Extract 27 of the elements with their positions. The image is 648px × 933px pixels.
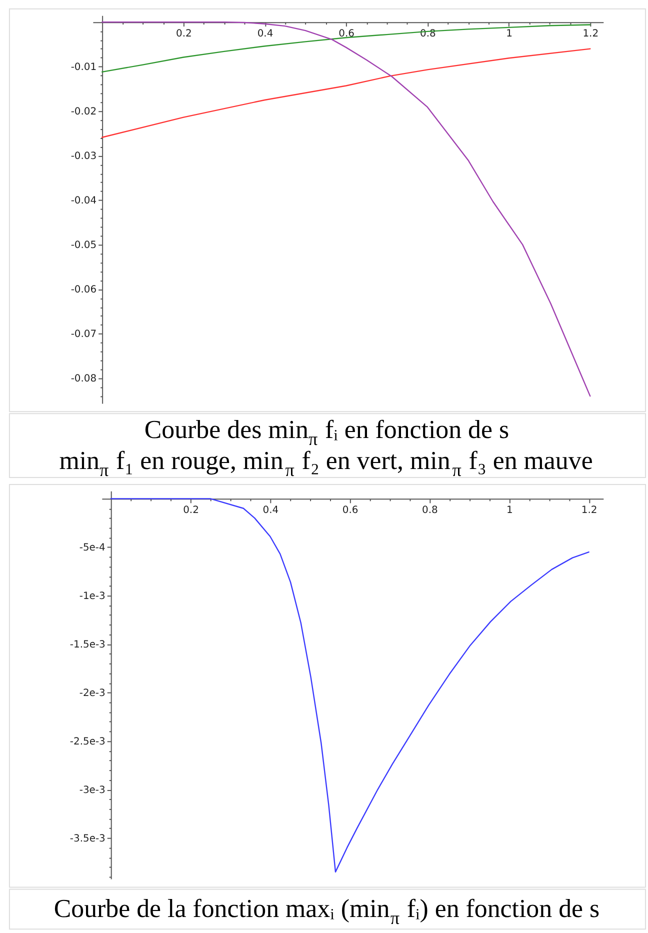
y-tick-label: -0.06 [70,284,97,296]
y-tick-label: -0.05 [70,240,97,252]
x-tick-label: 0.2 [183,505,199,516]
y-tick-label: -0.07 [70,329,97,340]
x-tick-label: 0.6 [338,28,355,40]
x-tick-label: 1.2 [582,28,599,40]
y-tick-label: -3.5e-3 [70,833,106,844]
x-tick-label: 1 [506,505,513,516]
y-tick-label: -0.04 [70,196,97,207]
y-tick-label: -0.03 [70,151,97,162]
y-tick-label: -5e-4 [79,542,106,554]
y-tick-label: -0.01 [70,62,97,74]
y-tick-label: -2.5e-3 [70,736,106,748]
x-tick-label: 0.4 [262,505,279,516]
y-tick-label: -0.02 [70,106,97,118]
x-tick-label: 0.2 [176,28,192,40]
x-tick-label: 0.6 [342,505,358,516]
y-tick-label: -2e-3 [79,688,106,700]
y-tick-label: -1.5e-3 [70,640,106,651]
line-series [101,48,591,138]
y-tick-label: -0.08 [70,374,97,385]
x-tick-label: 1.2 [581,505,598,516]
x-tick-label: 0.4 [257,28,274,40]
x-tick-label: 0.8 [422,505,438,516]
y-tick-label: -1e-3 [79,591,106,602]
x-tick-label: 1 [506,28,512,40]
y-tick-label: -3e-3 [79,785,106,796]
